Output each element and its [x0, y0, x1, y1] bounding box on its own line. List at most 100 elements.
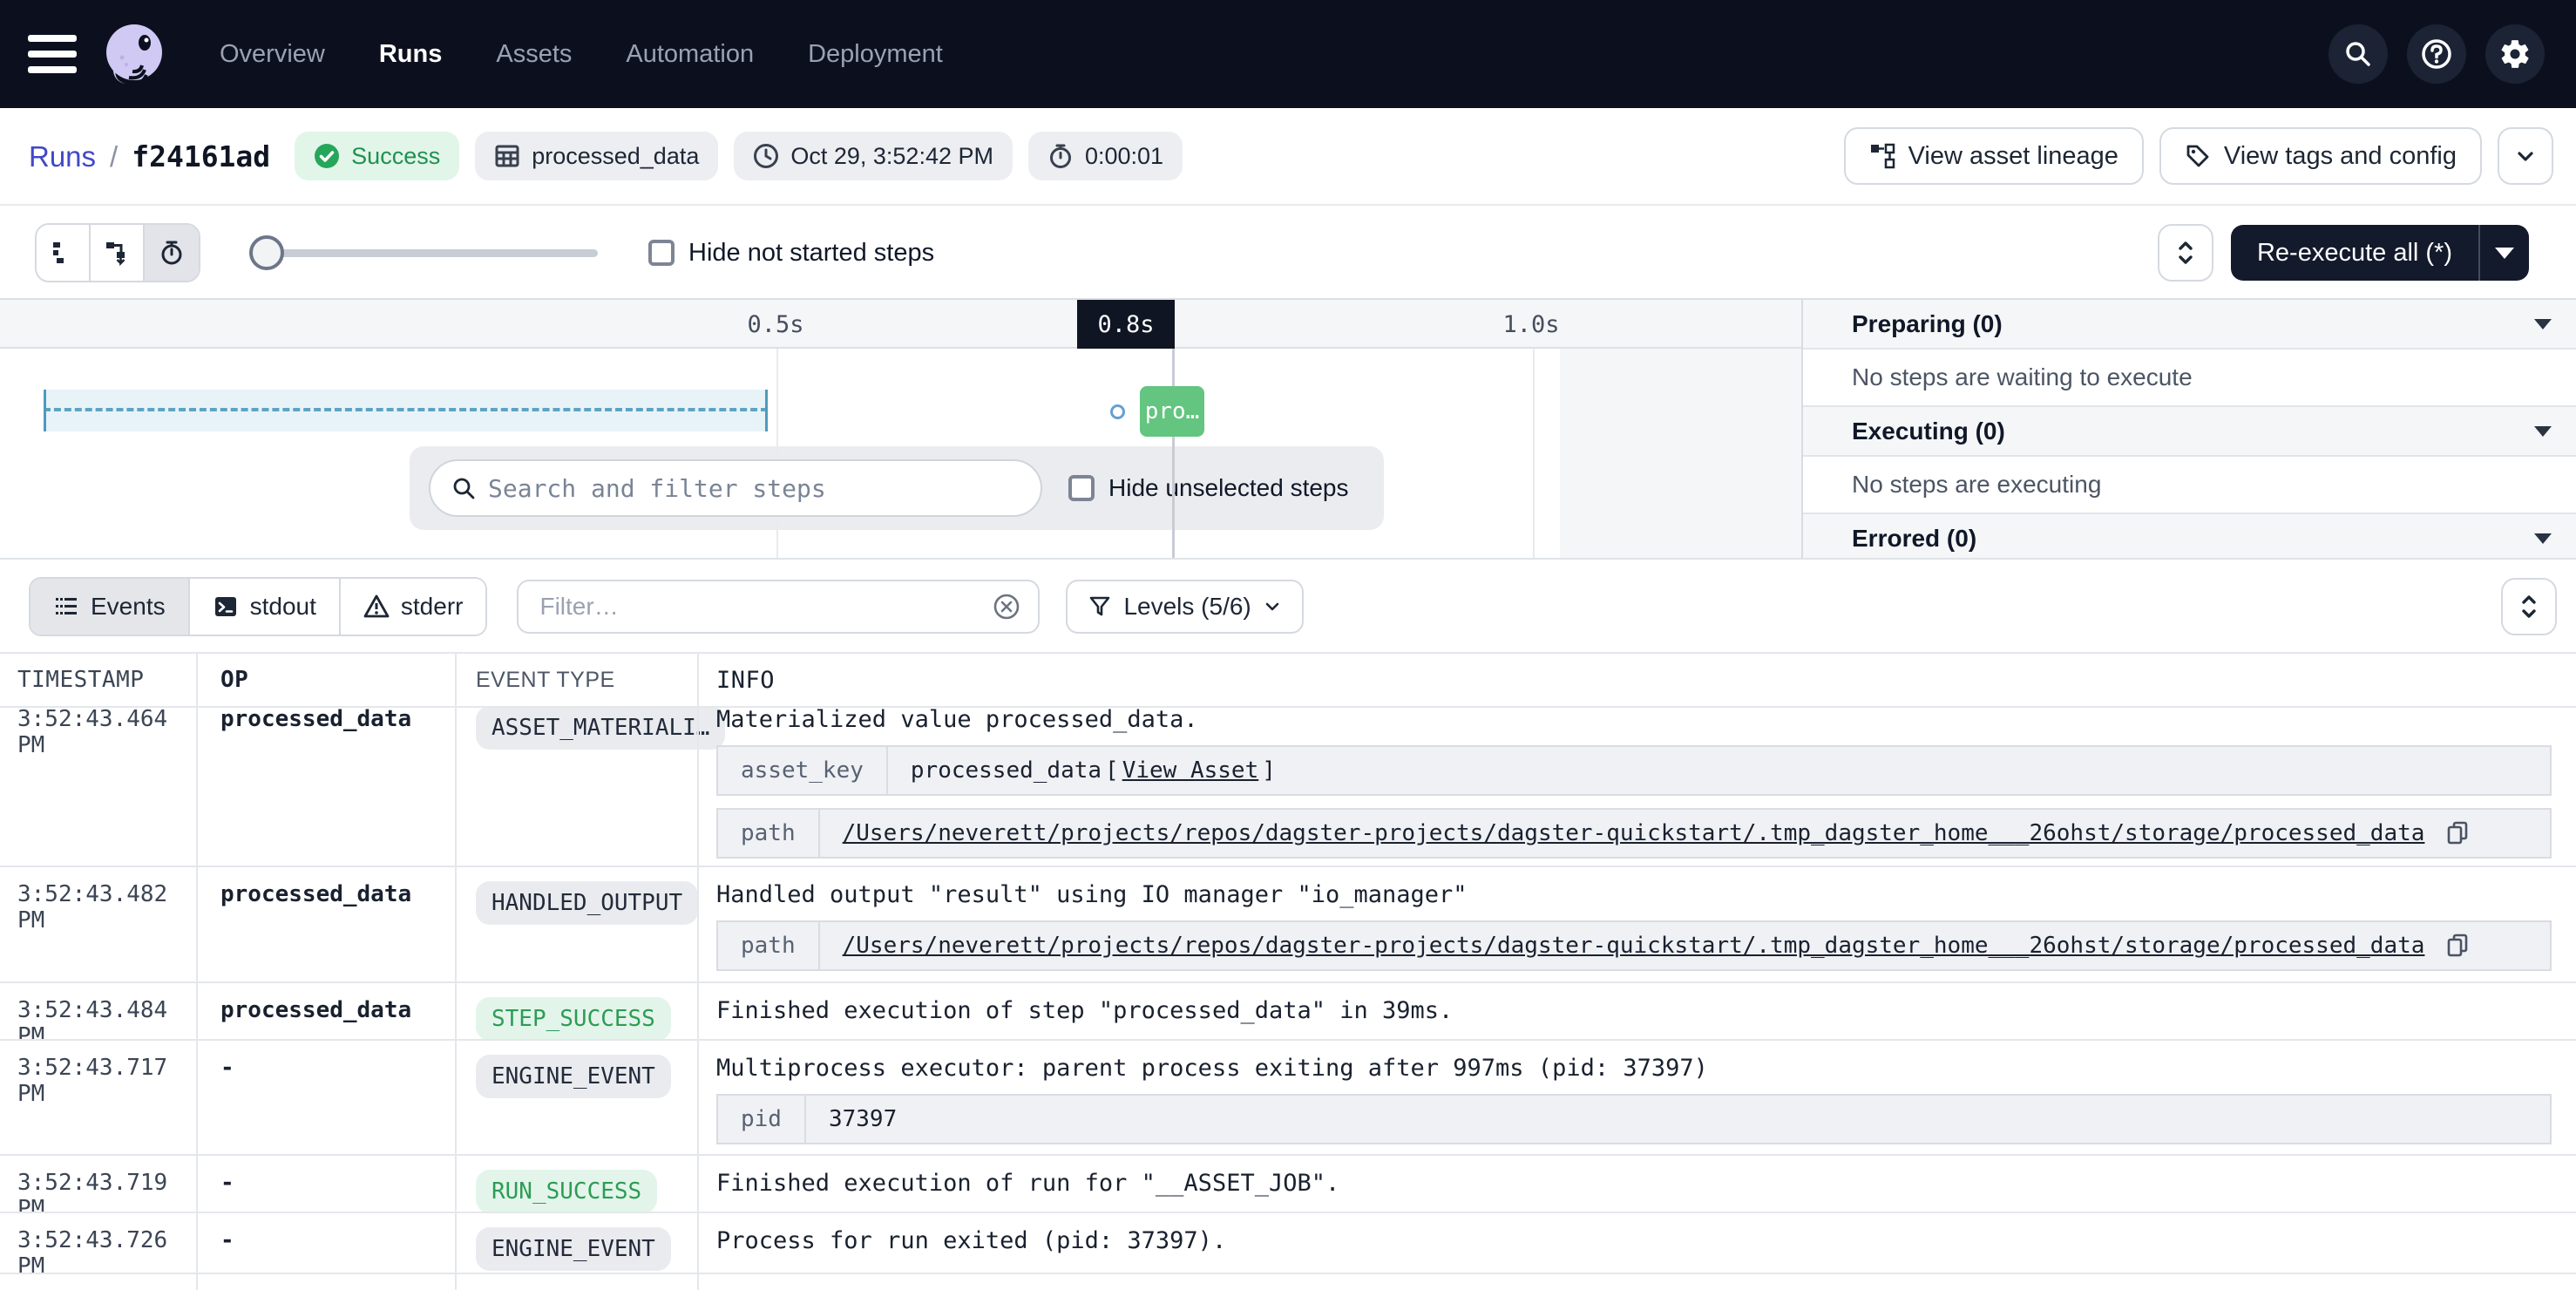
step-status-panel: Preparing (0) No steps are waiting to exe… [1801, 300, 2576, 560]
event-info-text: Handled output "result" using IO manager… [716, 881, 1468, 908]
view-mode-flat-icon[interactable] [37, 225, 91, 281]
status-badge[interactable]: Success [295, 132, 460, 180]
band-end-tick [765, 390, 768, 431]
levels-filter-label: Levels (5/6) [1123, 593, 1251, 620]
event-row-4[interactable]: 3:52:43.719 PM - RUN_SUCCESS Finished execu… [0, 1156, 2576, 1213]
event-op: processed_data [220, 708, 412, 732]
gantt-zoom-slider[interactable] [249, 235, 598, 270]
log-view-tabs: Events stdout stderr [29, 577, 488, 636]
clear-filter-icon[interactable] [993, 593, 1020, 621]
time-tick-0_5s: 0.5s [747, 310, 804, 338]
nav-item-overview[interactable]: Overview [220, 39, 325, 68]
event-info-text: Multiprocess executor: parent process ex… [716, 1055, 1708, 1082]
header-more-button[interactable] [2498, 127, 2553, 185]
view-tags-config-label: View tags and config [2223, 141, 2457, 170]
panel-section-title: Preparing (0) [1852, 309, 2003, 337]
search-icon[interactable] [2329, 24, 2388, 84]
slider-handle[interactable] [249, 235, 284, 270]
run-header: Runs / f24161ad Success processed_data O… [0, 108, 2576, 206]
event-op: processed_data [220, 881, 412, 907]
hide-not-started-checkbox[interactable] [648, 240, 675, 266]
nav-actions [2329, 24, 2545, 84]
gantt-cursor-line [1172, 349, 1175, 558]
panel-section-body: No steps are waiting to execute [1803, 350, 2576, 407]
column-divider [697, 654, 699, 1290]
tab-stderr[interactable]: stderr [340, 579, 486, 635]
nav-item-automation[interactable]: Automation [626, 39, 755, 68]
hide-unselected-checkbox-row[interactable]: Hide unselected steps [1068, 474, 1349, 502]
reexecute-all-label: Re-execute all (*) [2256, 238, 2452, 267]
nav-items: Overview Runs Assets Automation Deployment [220, 40, 943, 69]
view-mode-waterfall-icon[interactable] [91, 225, 145, 281]
view-mode-timer-icon[interactable] [145, 225, 199, 281]
metadata-key: path [718, 922, 820, 969]
events-toolbar: Events stdout stderr Levels (5/6) [0, 561, 2576, 654]
gantt-step-bar[interactable]: pro… [1140, 386, 1204, 437]
event-info-text: Finished execution of run for "__ASSET_J… [716, 1170, 1340, 1197]
metadata-entry-pid: pid 37397 [716, 1094, 2552, 1144]
hide-not-started-label: Hide not started steps [688, 238, 935, 267]
log-filter-box[interactable] [517, 580, 1041, 634]
event-timestamp: 3:52:43.484 PM [17, 997, 168, 1041]
panel-section-header-0[interactable]: Preparing (0) [1803, 300, 2576, 350]
nav-item-deployment[interactable]: Deployment [808, 39, 943, 68]
panel-section-header-2[interactable]: Errored (0) [1803, 514, 2576, 558]
gantt-expand-button[interactable] [2157, 224, 2213, 282]
run-id: f24161ad [132, 139, 271, 173]
asset-tag[interactable]: processed_data [475, 132, 719, 180]
duration-label: 0:00:01 [1084, 142, 1164, 169]
nav-item-runs[interactable]: Runs [378, 39, 443, 68]
event-row-2[interactable]: 3:52:43.484 PM processed_data STEP_SUCCESS… [0, 983, 2576, 1041]
path-link[interactable]: /Users/neverett/projects/repos/dagster-p… [842, 820, 2425, 846]
metadata-entry-asset_key: asset_key processed_data [View Asset] [716, 745, 2552, 796]
expand-collapse-icon [2179, 241, 2193, 264]
hide-unselected-checkbox[interactable] [1068, 475, 1095, 501]
search-icon [453, 478, 475, 499]
gantt-time-axis [0, 300, 1801, 349]
step-search-box[interactable] [429, 459, 1042, 517]
nav-item-assets[interactable]: Assets [496, 39, 573, 68]
event-row-5[interactable]: 3:52:43.726 PM - ENGINE_EVENT Process for r… [0, 1213, 2576, 1274]
panel-section-header-1[interactable]: Executing (0) [1803, 407, 2576, 457]
tab-stdout[interactable]: stdout [189, 579, 341, 635]
reexecute-dropdown-caret[interactable] [2480, 247, 2529, 259]
metadata-key: asset_key [718, 747, 888, 794]
view-asset-link[interactable]: View Asset [1122, 757, 1259, 784]
event-timestamp: 3:52:43.726 PM [17, 1227, 168, 1274]
header-actions: View asset lineage View tags and config [1843, 127, 2553, 185]
menu-icon[interactable] [28, 35, 77, 73]
event-row-0[interactable]: 3:52:43.464 PM processed_data ASSET_MATERI… [0, 708, 2576, 867]
hide-not-started-checkbox-row[interactable]: Hide not started steps [648, 239, 934, 268]
panel-section-title: Errored (0) [1852, 524, 1977, 552]
view-tags-config-button[interactable]: View tags and config [2159, 127, 2482, 185]
start-time-tag[interactable]: Oct 29, 3:52:42 PM [734, 132, 1013, 180]
duration-tag[interactable]: 0:00:01 [1027, 132, 1183, 180]
expand-collapse-icon [2522, 595, 2536, 618]
settings-icon[interactable] [2485, 24, 2545, 84]
event-row-3[interactable]: 3:52:43.717 PM - ENGINE_EVENT Multiprocess … [0, 1041, 2576, 1156]
copy-icon[interactable] [2445, 933, 2471, 959]
view-asset-lineage-button[interactable]: View asset lineage [1843, 127, 2144, 185]
levels-filter-button[interactable]: Levels (5/6) [1066, 580, 1304, 634]
check-circle-icon [315, 144, 340, 168]
events-expand-button[interactable] [2501, 578, 2557, 635]
dagster-logo-icon[interactable] [99, 19, 169, 89]
terminal-icon [213, 594, 239, 620]
collapse-caret-icon [2534, 318, 2552, 329]
tab-events[interactable]: Events [31, 579, 190, 635]
gantt-chart: 0.5s 1.0s 0.8s pro… Hide unselected step… [0, 300, 1801, 560]
column-divider [196, 654, 198, 1290]
table-body: 3:52:43.464 PM processed_data ASSET_MATERI… [0, 708, 2576, 1274]
event-timestamp: 3:52:43.717 PM [17, 1055, 168, 1107]
log-filter-input[interactable] [539, 593, 983, 621]
tag-icon [2186, 145, 2209, 167]
path-link[interactable]: /Users/neverett/projects/repos/dagster-p… [842, 933, 2425, 959]
help-icon[interactable] [2407, 24, 2466, 84]
breadcrumb-runs-link[interactable]: Runs [29, 139, 97, 173]
event-row-1[interactable]: 3:52:43.482 PM processed_data HANDLED_OUTP… [0, 867, 2576, 983]
step-search-input[interactable] [488, 473, 1020, 503]
copy-icon[interactable] [2445, 820, 2471, 846]
gantt-future-region [1560, 349, 1801, 558]
reexecute-all-button[interactable]: Re-execute all (*) [2230, 225, 2529, 281]
